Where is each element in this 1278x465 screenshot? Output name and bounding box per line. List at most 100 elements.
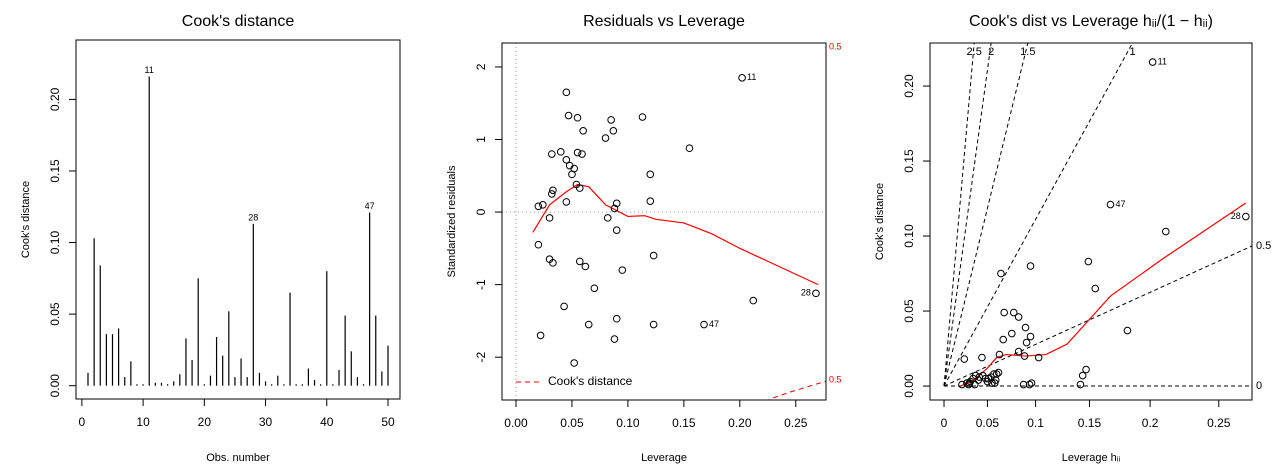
point (638, 113, 647, 121)
point (988, 379, 996, 387)
smooth-line (532, 183, 819, 286)
plot-area (502, 43, 826, 400)
point (539, 201, 547, 209)
x-tick-label: 10 (136, 415, 150, 429)
y-axis-title: Cook's distance (20, 181, 32, 258)
point (549, 186, 557, 195)
contour-label: 0 (1256, 380, 1262, 392)
point (556, 148, 565, 156)
x-axis-title: Obs. number (206, 452, 270, 464)
point (1106, 200, 1115, 209)
y-axis-title: Cook's distance (874, 183, 886, 260)
contour-line (824, 43, 826, 44)
point (612, 226, 621, 235)
point (685, 144, 694, 153)
chart-title: Cook's distance (182, 13, 295, 30)
contour-label: 1.5 (1020, 46, 1035, 58)
point (545, 214, 554, 222)
point (1242, 212, 1250, 221)
point (562, 156, 571, 164)
y-tick-label: 0.10 (902, 224, 916, 248)
point (612, 199, 621, 208)
contour-line (943, 43, 975, 387)
point (584, 320, 593, 329)
x-tick-label: 40 (320, 415, 334, 429)
point (646, 197, 655, 205)
contour-line (943, 245, 1252, 387)
point (578, 150, 586, 158)
y-tick-label: 0.05 (48, 302, 62, 326)
x-tick-label: 0.00 (504, 416, 528, 430)
point (612, 314, 621, 323)
point (1019, 380, 1028, 389)
point (649, 320, 658, 329)
x-tick-label: 0 (79, 415, 86, 429)
point (534, 240, 543, 249)
point (534, 202, 543, 211)
point (994, 368, 1003, 377)
contour-line (767, 380, 826, 400)
x-tick-label: 0.05 (976, 416, 1000, 430)
point (590, 284, 599, 293)
x-tick-label: 0.15 (1078, 416, 1102, 430)
contour-line (943, 43, 1133, 387)
point (564, 111, 573, 120)
contour-label: 2.5 (967, 46, 982, 58)
chart-title: Cook's dist vs Leverage hᵢᵢ/(1 − hᵢᵢ) (969, 13, 1213, 30)
y-tick-label: 0.15 (902, 149, 916, 173)
point-label: 11 (145, 65, 154, 75)
contour-label: 2 (988, 46, 994, 58)
point (1025, 380, 1034, 389)
point (610, 204, 619, 213)
point (607, 116, 615, 124)
point (1026, 262, 1035, 270)
y-tick-label: -1 (474, 279, 488, 290)
x-axis-title: Leverage hᵢᵢ (1062, 452, 1121, 464)
point (1009, 308, 1018, 317)
point (965, 379, 974, 387)
point (978, 353, 986, 362)
point (1148, 58, 1157, 66)
point (1078, 371, 1087, 380)
x-tick-label: 0.25 (784, 416, 808, 430)
point (579, 126, 587, 135)
point (536, 331, 545, 340)
point (1000, 308, 1008, 317)
y-tick-label: 0.05 (902, 299, 916, 323)
point (601, 134, 610, 142)
point (548, 150, 556, 158)
point-label: 11 (747, 72, 756, 82)
point (1026, 332, 1035, 341)
y-tick-label: 0.20 (48, 87, 62, 111)
point (749, 296, 758, 305)
point-label: 28 (248, 212, 258, 222)
x-tick-label: 0 (941, 416, 948, 430)
y-tick-label: -2 (474, 352, 488, 363)
y-tick-label: 1 (474, 136, 488, 143)
y-tick-label: 0.00 (902, 374, 916, 398)
point (609, 126, 618, 135)
x-tick-label: 20 (198, 415, 212, 429)
point (575, 257, 584, 266)
chart-title: Residuals vs Leverage (583, 13, 745, 30)
contour-line (943, 43, 1029, 387)
point (700, 320, 708, 329)
point-label: 47 (365, 201, 375, 211)
x-tick-label: 30 (259, 415, 273, 429)
x-tick-label: 0.25 (1207, 416, 1231, 430)
point (964, 380, 973, 389)
legend-label: Cook's distance (548, 374, 633, 388)
y-tick-label: 0.00 (48, 374, 62, 398)
point (549, 259, 557, 267)
point (1076, 380, 1085, 389)
point (575, 184, 584, 192)
y-tick-label: 2 (474, 63, 488, 70)
contour-label: 1 (1129, 46, 1135, 58)
x-tick-label: 0.15 (672, 416, 696, 430)
point (618, 266, 627, 274)
point (997, 269, 1005, 278)
point (573, 113, 582, 122)
y-tick-label: 0.10 (48, 231, 62, 255)
y-tick-label: 0.20 (902, 74, 916, 98)
